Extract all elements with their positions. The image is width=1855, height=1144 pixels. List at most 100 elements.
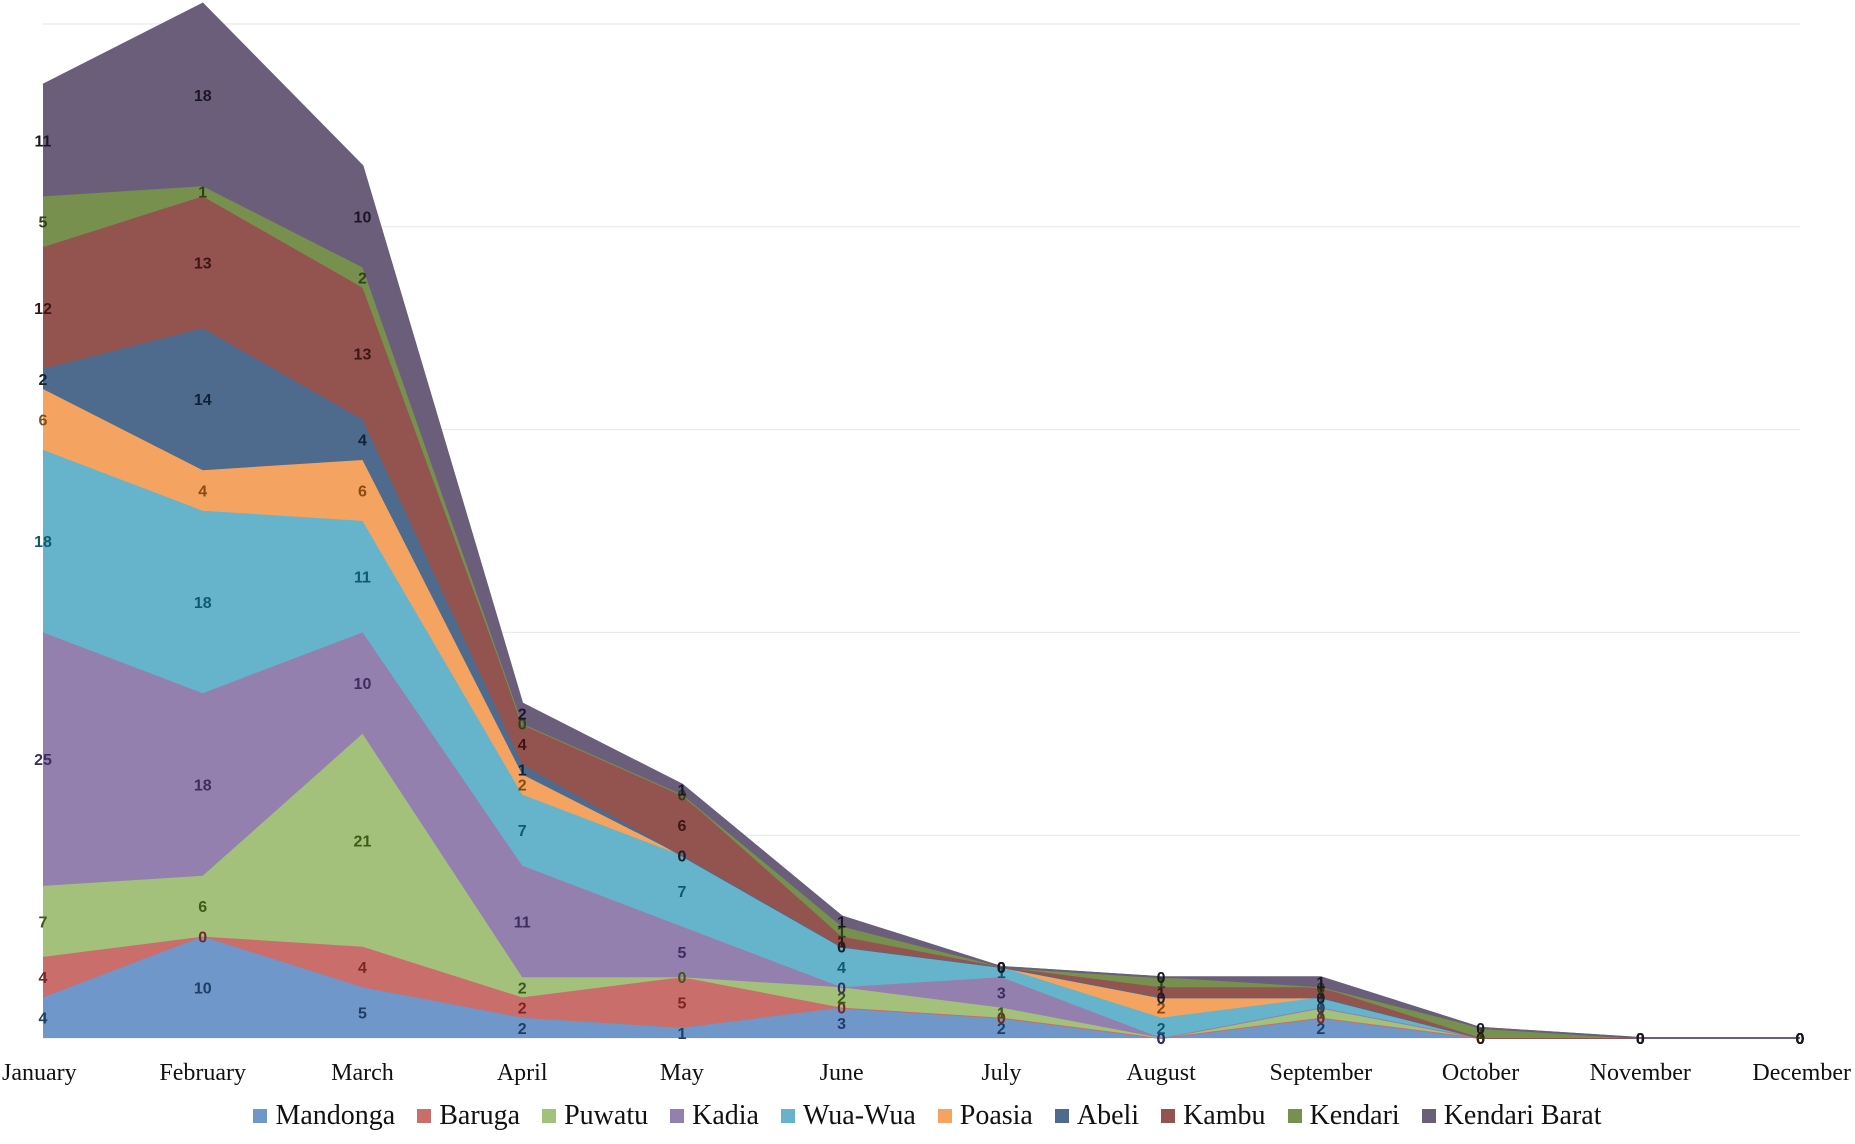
area-abeli	[43, 328, 1800, 1038]
legend-item: Puwatu	[542, 1100, 648, 1132]
legend-swatch	[417, 1109, 432, 1123]
area-kendari-barat	[43, 3, 1800, 1039]
data-label: 18	[34, 534, 52, 551]
data-label: 1	[518, 762, 527, 779]
data-label: 0	[1636, 1031, 1645, 1048]
data-label: 0	[1796, 1031, 1805, 1048]
data-label: 7	[39, 914, 48, 931]
data-label: 4	[518, 737, 527, 754]
data-label: 0	[518, 717, 527, 734]
legend-item: Wua-Wua	[780, 1100, 916, 1132]
legend-label: Kambu	[1183, 1100, 1266, 1131]
data-label: 1	[1316, 1006, 1325, 1023]
data-label: 4	[198, 483, 207, 500]
data-label: 2	[518, 1001, 527, 1018]
series-areas	[42, 2, 1800, 1040]
data-label: 7	[518, 823, 527, 840]
data-label: 0	[1636, 1031, 1645, 1048]
x-tick-label: June	[820, 1060, 864, 1086]
legend-swatch	[780, 1109, 795, 1123]
data-label: 2	[837, 990, 846, 1007]
x-tick-label: February	[159, 1060, 246, 1086]
data-label: 0	[1476, 1031, 1485, 1048]
data-label: 0	[1796, 1031, 1805, 1048]
legend-swatch	[670, 1109, 685, 1123]
data-label: 1	[1316, 975, 1325, 992]
area-kambu	[43, 196, 1800, 1038]
data-label: 10	[354, 210, 372, 227]
data-label: 0	[1157, 1031, 1166, 1048]
data-label: 1	[1157, 985, 1166, 1002]
data-label: 5	[677, 945, 686, 962]
data-label: 3	[837, 1016, 846, 1033]
data-label: 4	[39, 1011, 48, 1028]
legend: Mandonga Baruga Puwatu Kadia Wua-Wua Poasia Ab…	[0, 1096, 1855, 1136]
legend-item: Kambu	[1161, 1100, 1266, 1132]
data-label: 6	[198, 899, 207, 916]
data-label: 14	[194, 392, 212, 409]
area-puwatu	[43, 733, 1800, 1038]
data-label: 10	[354, 676, 372, 693]
x-tick-label: December	[1752, 1060, 1851, 1086]
data-label: 21	[354, 833, 372, 850]
data-label: 13	[194, 255, 212, 272]
data-label: 0	[1636, 1031, 1645, 1048]
data-label: 0	[1476, 1031, 1485, 1048]
data-label: 0	[677, 970, 686, 987]
data-label: 1	[1316, 985, 1325, 1002]
data-label: 2	[518, 707, 527, 724]
legend-label: Kendari Barat	[1443, 1100, 1602, 1131]
data-label: 0	[997, 960, 1006, 977]
data-label: 0	[997, 960, 1006, 977]
data-label: 2	[518, 980, 527, 997]
data-label: 2	[997, 1021, 1006, 1038]
data-label: 4	[358, 960, 367, 977]
data-label: 10	[194, 980, 212, 997]
x-tick-label: April	[497, 1060, 548, 1086]
data-label: 0	[1157, 1031, 1166, 1048]
data-label: 0	[1796, 1031, 1805, 1048]
data-label: 3	[997, 985, 1006, 1002]
data-label: 6	[677, 818, 686, 835]
data-label: 0	[1636, 1031, 1645, 1048]
data-label: 1	[677, 783, 686, 800]
legend-swatch	[542, 1109, 557, 1123]
legend-label: Mandonga	[275, 1100, 396, 1131]
data-label: 0	[1316, 1001, 1325, 1018]
data-label: 0	[1476, 1031, 1485, 1048]
data-label: 2	[39, 372, 48, 389]
data-label: 1	[1476, 1026, 1485, 1043]
data-label: 0	[1316, 980, 1325, 997]
legend-label: Abeli	[1076, 1100, 1140, 1131]
data-label: 0	[1157, 990, 1166, 1007]
data-label: 0	[1476, 1031, 1485, 1048]
legend-label: Poasia	[959, 1100, 1033, 1131]
data-label: 0	[1636, 1031, 1645, 1048]
data-label: 1	[1316, 996, 1325, 1013]
data-label: 0	[1157, 1031, 1166, 1048]
data-label: 6	[358, 483, 367, 500]
data-label: 4	[837, 960, 846, 977]
data-label: 1	[1157, 975, 1166, 992]
data-label: 0	[1796, 1031, 1805, 1048]
legend-item: Baruga	[417, 1100, 520, 1132]
data-label: 0	[677, 788, 686, 805]
data-label: 5	[358, 1006, 367, 1023]
data-label: 18	[194, 88, 212, 105]
data-label: 0	[997, 1011, 1006, 1028]
data-label: 0	[1636, 1031, 1645, 1048]
data-label: 0	[997, 960, 1006, 977]
legend-item: Poasia	[937, 1100, 1033, 1132]
data-label: 0	[1636, 1031, 1645, 1048]
legend-item: Kendari	[1287, 1100, 1400, 1132]
data-label: 0	[997, 960, 1006, 977]
data-label: 25	[34, 752, 52, 769]
x-tick-label: September	[1269, 1060, 1372, 1086]
data-label: 0	[1157, 970, 1166, 987]
data-label: 0	[1796, 1031, 1805, 1048]
data-label: 0	[1636, 1031, 1645, 1048]
legend-label: Kendari	[1309, 1100, 1400, 1131]
data-label: 0	[837, 980, 846, 997]
data-label: 11	[514, 914, 531, 931]
